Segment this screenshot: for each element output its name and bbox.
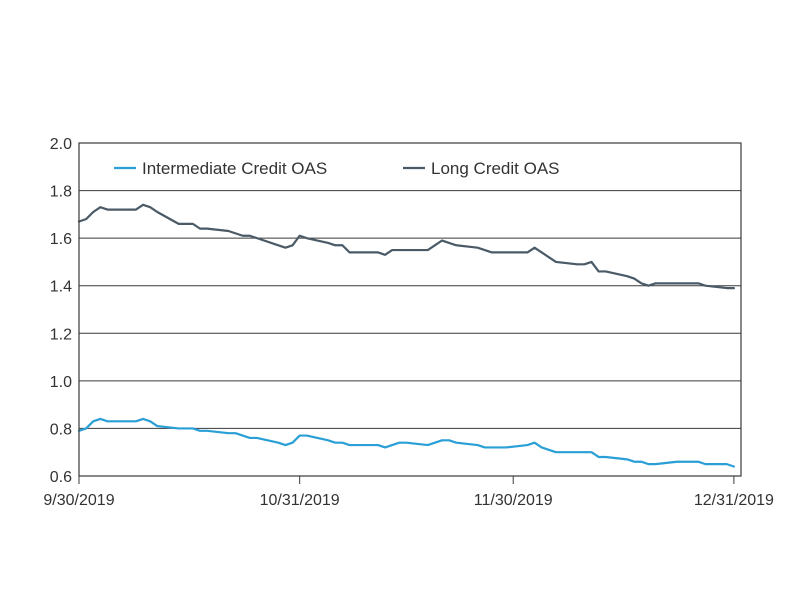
plot-frame (78, 142, 742, 477)
legend: Intermediate Credit OAS Long Credit OAS (114, 159, 560, 178)
y-tick-label: 0.8 (50, 421, 72, 438)
y-tick-label: 1.0 (50, 374, 72, 391)
series-lines (77, 203, 735, 468)
y-tick-label: 1.8 (50, 184, 72, 201)
gridlines (79, 142, 741, 477)
y-axis-ticks: 0.6 0.8 1.0 1.2 1.4 1.6 1.8 2.0 (50, 136, 72, 486)
plot-border (78, 142, 742, 477)
y-tick-label: 1.6 (50, 231, 72, 248)
x-axis-ticks: 9/30/2019 10/31/2019 11/30/2019 12/31/2019 (43, 476, 774, 509)
x-tick-label: 9/30/2019 (43, 492, 114, 509)
long-credit-oas-line (77, 203, 735, 290)
x-tick-label: 11/30/2019 (474, 492, 553, 509)
y-tick-label: 2.0 (50, 136, 72, 153)
legend-label-intermediate-credit-oas: Intermediate Credit OAS (142, 159, 327, 178)
y-tick-label: 1.2 (50, 326, 72, 343)
legend-label-long-credit-oas: Long Credit OAS (431, 159, 560, 178)
x-tick-label: 12/31/2019 (694, 492, 774, 509)
intermediate-credit-oas-line (77, 417, 735, 468)
y-tick-label: 0.6 (50, 469, 72, 486)
x-tick-label: 10/31/2019 (260, 492, 340, 509)
y-tick-label: 1.4 (50, 279, 72, 296)
